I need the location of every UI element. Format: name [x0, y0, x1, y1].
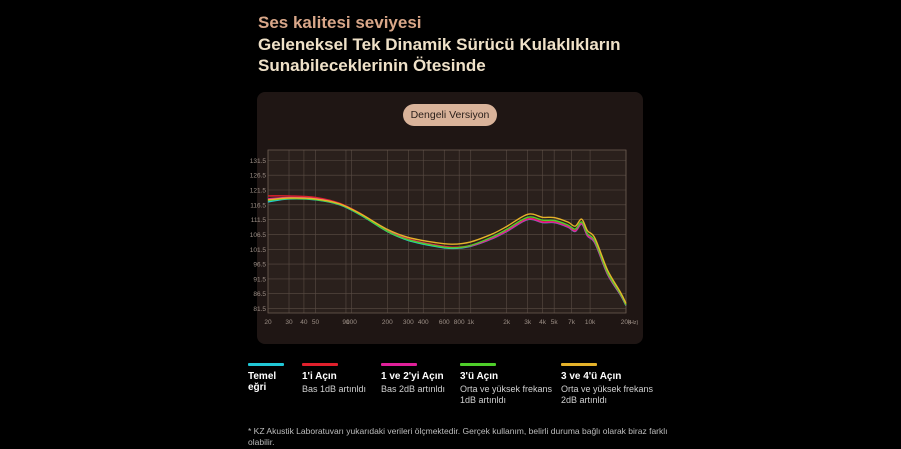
legend-title-switch-3-4: 3 ve 4'ü Açın — [561, 371, 622, 382]
plot-frame — [267, 149, 627, 314]
series-line-4 — [267, 197, 627, 304]
legend-item-switch-3-4: 3 ve 4'ü Açın Orta ve yüksek frekans 2dB… — [561, 363, 657, 406]
y-tick-label: 91.5 — [253, 276, 266, 283]
plot-area — [268, 150, 626, 313]
y-tick-label: 116.5 — [250, 202, 266, 209]
legend-desc-switch-3-4: Orta ve yüksek frekans 2dB artınldı — [561, 384, 654, 405]
x-tick-label: 1k — [467, 319, 475, 326]
x-tick-label: 90 — [342, 319, 350, 326]
x-unit-label: (Hz) — [628, 320, 639, 326]
x-tick-label: 7k — [568, 319, 576, 326]
version-badge: Dengeli Versiyon — [403, 104, 497, 126]
y-tick-label: 126.5 — [250, 173, 267, 180]
x-tick-label: 40 — [300, 319, 308, 326]
y-tick-label: 81.5 — [253, 306, 266, 313]
legend-swatch-switch-1 — [302, 363, 338, 366]
x-tick-label: 20k — [621, 319, 632, 326]
legend-title-base: Temel eğri — [248, 371, 277, 393]
legend-desc-switch-1: Bas 1dB artınldı — [302, 384, 367, 394]
legend-item-switch-1: 1'i Açın Bas 1dB artınldı — [302, 363, 366, 395]
chart-series — [267, 195, 627, 306]
x-tick-label: 200 — [382, 319, 393, 326]
x-tick-label: 20 — [264, 319, 272, 326]
y-tick-label: 86.5 — [253, 291, 266, 298]
headline-line-3: Sunabileceklerinin Ötesinde — [258, 56, 486, 75]
legend-item-switch-1-2: 1 ve 2'yi Açın Bas 2dB artınldı — [381, 363, 445, 395]
legend-desc-switch-3: Orta ve yüksek frekans 1dB artınldı — [460, 384, 553, 405]
legend-swatch-base — [248, 363, 284, 366]
x-tick-label: 3k — [524, 319, 532, 326]
x-tick-label: 5k — [551, 319, 559, 326]
y-tick-label: 101.5 — [250, 247, 267, 254]
legend-swatch-switch-1-2 — [381, 363, 417, 366]
legend-swatch-switch-3 — [460, 363, 496, 366]
x-tick-label: 30 — [285, 319, 293, 326]
chart-grid — [267, 149, 627, 314]
legend-item-switch-3: 3'ü Açın Orta ve yüksek frekans 1dB artı… — [460, 363, 556, 406]
legend-title-switch-1: 1'i Açın — [302, 371, 337, 382]
x-tick-label: 600 — [439, 319, 450, 326]
y-tick-label: 121.5 — [250, 188, 267, 195]
x-tick-label: 300 — [403, 319, 414, 326]
legend-item-base: Temel eğri — [248, 363, 288, 393]
chart-tick-labels: 81.5 86.5 91.5 96.5 101.5 106.5 111.5 116.5 121.… — [250, 158, 639, 326]
y-tick-label: 96.5 — [253, 262, 266, 269]
y-tick-label: 131.5 — [250, 158, 267, 165]
headline: Ses kalitesi seviyesi Geleneksel Tek Din… — [258, 12, 621, 76]
x-tick-label: 100 — [346, 319, 357, 326]
headline-line-1: Ses kalitesi seviyesi — [258, 13, 422, 32]
x-tick-label: 2k — [503, 319, 511, 326]
x-tick-label: 4k — [539, 319, 547, 326]
legend-desc-switch-1-2: Bas 2dB artınldı — [381, 384, 446, 394]
x-tick-label: 800 — [454, 319, 465, 326]
x-tick-label: 400 — [418, 319, 429, 326]
legend-swatch-switch-3-4 — [561, 363, 597, 366]
x-tick-label: 50 — [312, 319, 320, 326]
footnote: * KZ Akustik Laboratuvarı yukarıdaki ver… — [248, 426, 668, 447]
y-tick-label: 111.5 — [251, 217, 267, 224]
y-tick-label: 106.5 — [250, 232, 267, 239]
headline-line-2: Geleneksel Tek Dinamik Sürücü Kulaklıkla… — [258, 35, 621, 54]
legend-title-switch-3: 3'ü Açın — [460, 371, 499, 382]
legend-title-switch-1-2: 1 ve 2'yi Açın — [381, 371, 444, 382]
x-tick-label: 10k — [585, 319, 596, 326]
